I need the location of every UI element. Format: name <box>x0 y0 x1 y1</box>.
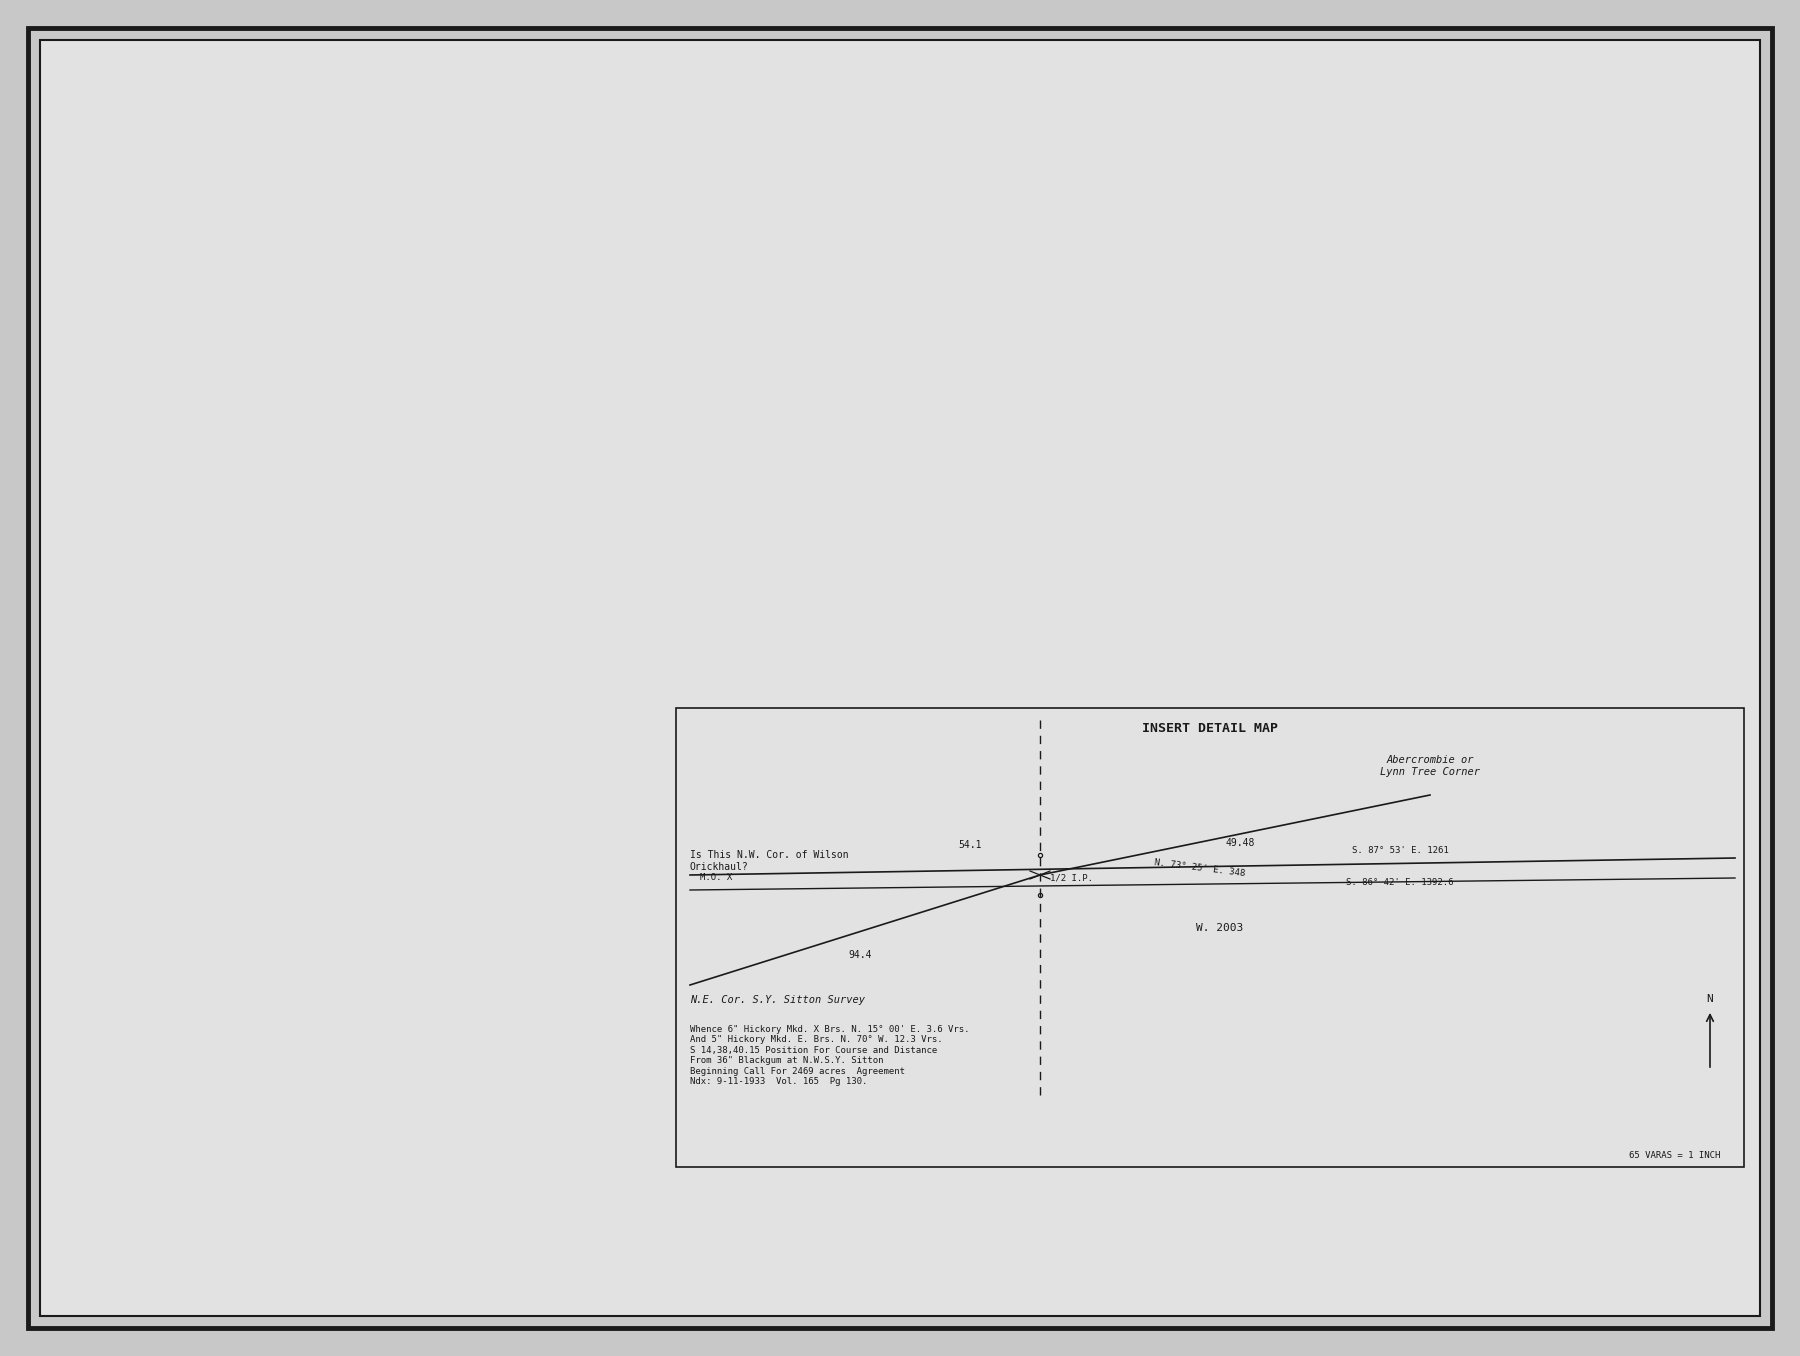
Bar <box>677 708 1744 1168</box>
Text: H.C. SISCOS WEST COR. OF THOMAS TREVATHAN
AN IRON PIPE FOR CORNER WHENCE A RED O: H.C. SISCOS WEST COR. OF THOMAS TREVATHA… <box>340 370 634 426</box>
Text: S. 86° 42' E. 1392.6: S. 86° 42' E. 1392.6 <box>1346 877 1454 887</box>
Text: N. 73° 25' E. 348: N. 73° 25' E. 348 <box>1154 858 1246 879</box>
Text: N: N <box>371 938 380 952</box>
Text: 170-4: 170-4 <box>1688 1302 1741 1319</box>
Text: 1/2 I.P.: 1/2 I.P. <box>1049 873 1093 883</box>
Text: DISTANCE NOT MKD. ON GROUND.: DISTANCE NOT MKD. ON GROUND. <box>292 724 448 792</box>
Text: N.E. CORNER S.Y. SITTON BY COURSE AND: N.E. CORNER S.Y. SITTON BY COURSE AND <box>277 696 482 784</box>
Text: 94.4: 94.4 <box>848 951 871 960</box>
Text: N. 73° 25' E. 348: N. 73° 25' E. 348 <box>439 664 542 712</box>
Text: CAUSE NO. 18,523 - A: CAUSE NO. 18,523 - A <box>281 258 499 277</box>
Text: 495.4: 495.4 <box>511 632 545 652</box>
Text: 60.0: 60.0 <box>806 504 830 515</box>
Text: W: W <box>486 1059 493 1071</box>
Text: 0          50         100: 0 50 100 <box>266 1140 401 1150</box>
Text: N.E. Cor. S.Y. Sitton Survey: N.E. Cor. S.Y. Sitton Survey <box>689 995 866 1005</box>
Text: 3/4" IRON PIPE
36" BLACKGUM MKD.
X BRS. N. 76° 25' E.
2.6 VRS.  A 12" WHITE
OAK : 3/4" IRON PIPE 36" BLACKGUM MKD. X BRS. … <box>56 895 178 963</box>
Text: Abercrombie or
Lynn Tree Corner: Abercrombie or Lynn Tree Corner <box>1381 755 1480 777</box>
Bar <box>335 1125 373 1135</box>
Text: ABERCROMBIE CORNER
BEGIN AT N.E. CORNER S.Y. SITTON SUR.
A 3/4" IRON ROD FOR COR: ABERCROMBIE CORNER BEGIN AT N.E. CORNER … <box>869 320 1127 377</box>
Bar <box>257 1125 295 1135</box>
Text: Is This N.W. Cor. of Wilson
Orickhaul?: Is This N.W. Cor. of Wilson Orickhaul? <box>689 850 848 872</box>
Bar <box>668 700 1751 1176</box>
Text: N: N <box>1706 994 1714 1003</box>
Text: 54.1: 54.1 <box>958 839 981 850</box>
Text: 495.4: 495.4 <box>373 842 407 852</box>
Text: 65 VARAS = 1 INCH: 65 VARAS = 1 INCH <box>1629 1151 1721 1159</box>
Text: H 161°
W
16°: H 161° W 16° <box>110 823 146 857</box>
Text: ABERCROMBIE  CORNER: ABERCROMBIE CORNER <box>198 122 581 155</box>
Text: 49.48: 49.48 <box>1226 838 1255 848</box>
Text: 440.6: 440.6 <box>482 644 518 666</box>
Bar <box>295 1125 335 1135</box>
Text: 525.4: 525.4 <box>392 858 427 869</box>
Text: INSERT DETAIL MAP: INSERT DETAIL MAP <box>1141 721 1278 735</box>
Text: S. 87° 53' E. 1261: S. 87° 53' E. 1261 <box>1352 846 1449 856</box>
Text: 4P0+1: 4P0+1 <box>862 868 871 892</box>
Text: N. 76° E. 492 VRS.: N. 76° E. 492 VRS. <box>436 687 544 738</box>
Text: S K E T C H   S H O W I N G: S K E T C H S H O W I N G <box>266 79 513 94</box>
Text: M.O. X: M.O. X <box>700 873 733 883</box>
Text: -50-: -50- <box>864 568 886 576</box>
Text: 45.48: 45.48 <box>790 551 821 560</box>
Text: STAKE, BLACK G.
16" MKD. X
N. 15° W. 12 VRS.: STAKE, BLACK G. 16" MKD. X N. 15° W. 12 … <box>56 770 155 803</box>
Text: EXHIBIT C: EXHIBIT C <box>1519 79 1600 94</box>
Text: W. 2003: W. 2003 <box>1197 923 1244 933</box>
Bar <box>220 1125 257 1135</box>
Text: IS BEYOND AND OUTSIDE OF THE: IS BEYOND AND OUTSIDE OF THE <box>238 184 542 203</box>
Text: P 100+1: P 100+1 <box>862 743 871 777</box>
Bar <box>373 1125 410 1135</box>
Text: Whence 6" Hickory Mkd. X Brs. N. 15° 00' E. 3.6 Vrs.
And 5" Hickory Mkd. E. Brs.: Whence 6" Hickory Mkd. X Brs. N. 15° 00'… <box>689 1025 970 1086</box>
Text: 495.22 ACRES INCLUDED IN: 495.22 ACRES INCLUDED IN <box>259 220 520 239</box>
Text: S. 87° 33' E. 1261: S. 87° 33' E. 1261 <box>1147 496 1253 506</box>
Text: AN IRON PIPE FOR COR. WHENCE A 8" HICKORY
MKD. X BRS. N. 19° E. 3.6 VRS. AND A 5: AN IRON PIPE FOR COR. WHENCE A 8" HICKOR… <box>290 471 583 503</box>
Text: 51.5: 51.5 <box>796 525 821 536</box>
Bar <box>410 1125 448 1135</box>
Text: S. 86° 42' E.  1392.6: S. 86° 42' E. 1392.6 <box>1138 552 1262 561</box>
